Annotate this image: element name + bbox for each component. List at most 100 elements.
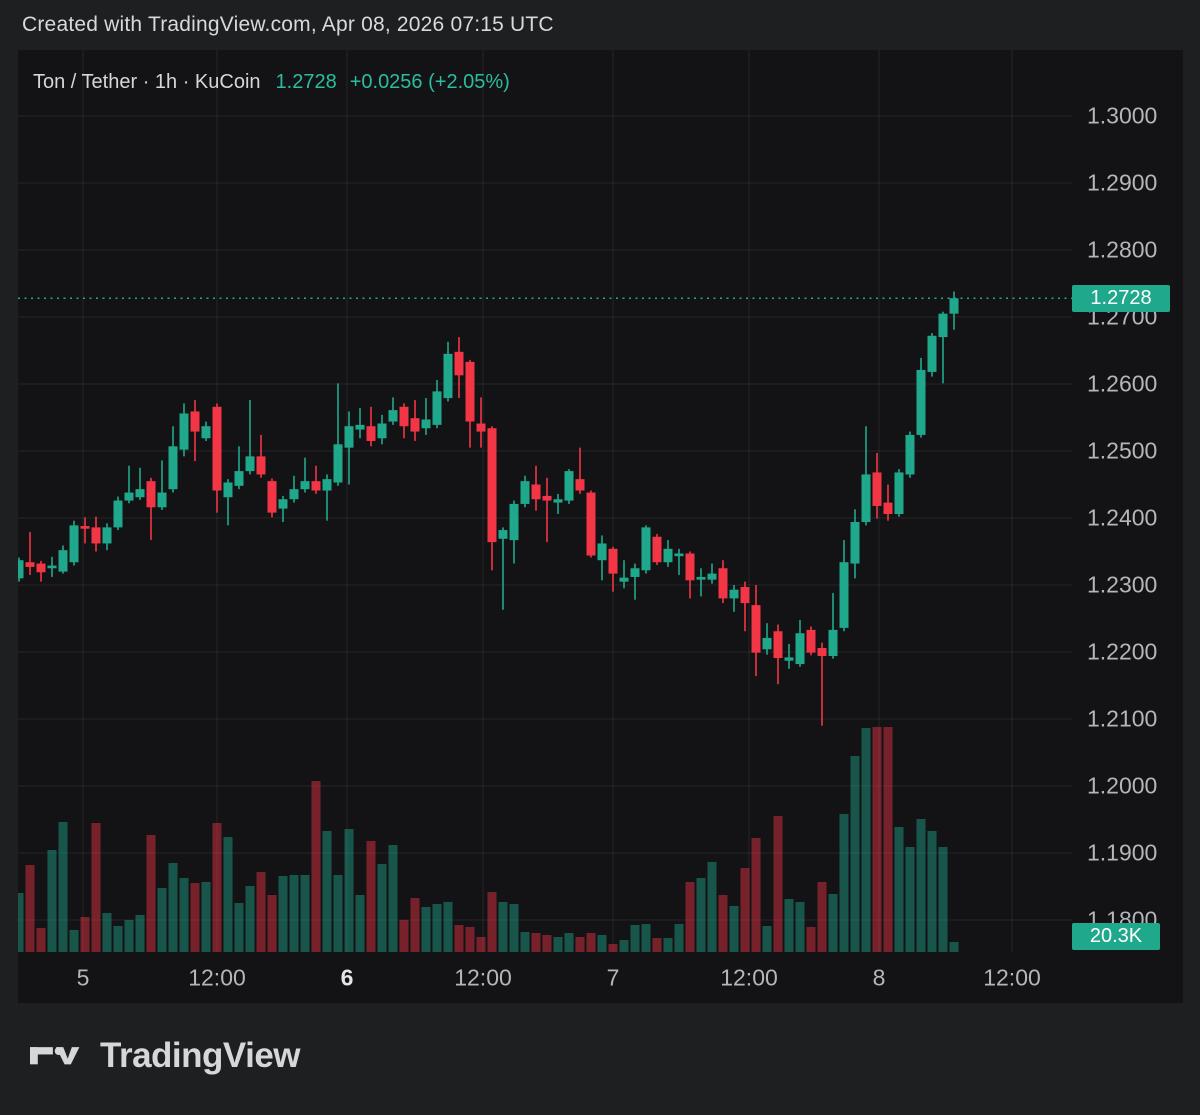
candle-body (476, 423, 486, 432)
chart-widget: Ton / Tether · 1h · KuCoin 1.2728 +0.025… (18, 50, 1183, 1003)
price-tick-label: 1.1900 (1087, 839, 1158, 866)
price-tick-label: 1.2200 (1087, 638, 1158, 665)
candle-body (36, 563, 46, 573)
volume-bar (652, 938, 662, 952)
volume-bar (553, 937, 563, 952)
candle-body (905, 434, 915, 475)
candle-wick (942, 311, 944, 384)
volume-bar (861, 728, 871, 952)
candle-body (630, 568, 640, 577)
volume-bar (949, 942, 959, 952)
time-tick-label: 5 (76, 964, 90, 990)
candle-body (69, 525, 79, 563)
candle-body (784, 657, 794, 661)
candle-wick (678, 548, 680, 575)
candle-body (872, 472, 882, 506)
candle-body (399, 406, 409, 427)
candle-body (278, 499, 288, 509)
volume-bar (388, 845, 398, 952)
volume-bar (113, 926, 123, 952)
tradingview-logo[interactable]: TradingView (30, 1036, 301, 1076)
candle-body (322, 479, 332, 491)
candle-body (751, 605, 761, 653)
candle-body (410, 418, 420, 432)
time-tick-label: 12:00 (454, 964, 512, 990)
volume-bar (91, 823, 101, 952)
volume-bar (432, 904, 442, 952)
volume-bar (564, 933, 574, 952)
time-tick-label: 6 (340, 964, 354, 990)
candle-body (454, 351, 464, 376)
candle-body (938, 313, 948, 338)
candle-body (234, 471, 244, 486)
volume-bar (586, 933, 596, 952)
candle-body (861, 474, 871, 523)
volume-bar (223, 837, 233, 952)
candle-body (201, 426, 211, 439)
candle-body (355, 424, 365, 430)
candle-wick (150, 477, 152, 541)
candle-body (388, 410, 398, 422)
candle-wick (337, 383, 339, 486)
time-tick-label: 8 (872, 964, 886, 990)
volume-bar (663, 938, 673, 952)
candle-wick (161, 460, 163, 510)
legend[interactable]: Ton / Tether · 1h · KuCoin 1.2728 +0.025… (33, 71, 510, 94)
volume-bar (102, 913, 112, 952)
time-tick-label: 12:00 (720, 964, 778, 990)
candle-body (91, 527, 101, 544)
volume-bar (751, 838, 761, 952)
candle-body (113, 500, 123, 528)
candle-body (707, 573, 717, 580)
volume-bar (608, 944, 618, 952)
volume-bar (322, 831, 332, 952)
legend-symbol[interactable]: Ton / Tether · 1h · KuCoin (33, 71, 261, 93)
candle-body (927, 335, 937, 372)
volume-bar (311, 781, 321, 952)
candle-body (146, 481, 156, 508)
candle-wick (788, 643, 790, 669)
legend-last-price: 1.2728 (275, 71, 337, 93)
candle-body (421, 419, 431, 429)
volume-bar (454, 925, 464, 952)
last-price-badge: 1.2728 (1072, 284, 1170, 312)
volume-bar (619, 940, 629, 952)
candle-body (47, 565, 57, 569)
candle-wick (744, 581, 746, 632)
volume-bar (498, 902, 508, 952)
candle-wick (304, 457, 306, 493)
volume-bar (740, 868, 750, 952)
volume-bar (399, 920, 409, 952)
candle-wick (480, 397, 482, 448)
candle-body (300, 481, 310, 490)
candle-body (25, 562, 35, 567)
volume-bar (47, 850, 57, 952)
candle-body (949, 298, 959, 314)
candle-wick (425, 398, 427, 435)
candle-body (102, 527, 112, 544)
volume-bar (630, 925, 640, 952)
price-axis[interactable]: 1.2728 20.3K 1.3000 1.2900 1.2800 1.2700 1.2… (1072, 50, 1183, 952)
volume-bar (894, 827, 904, 952)
volume-bar (80, 917, 90, 952)
volume-bar (289, 875, 299, 952)
candle-body (179, 413, 189, 450)
candle-body (773, 631, 783, 659)
candle-body (850, 522, 860, 564)
volume-bar (597, 935, 607, 952)
candle-body (135, 489, 145, 498)
volume-badge: 20.3K (1072, 923, 1160, 950)
candle-wick (227, 479, 229, 526)
volume-bar (168, 863, 178, 952)
price-chart-pane[interactable] (18, 50, 1072, 952)
price-tick-label: 1.2600 (1087, 370, 1158, 397)
candle-body (256, 456, 266, 475)
price-tick-label: 1.2300 (1087, 571, 1158, 598)
candle-body (18, 560, 24, 579)
volume-bar (212, 823, 222, 952)
candle-body (542, 495, 552, 501)
time-axis[interactable]: 5 12:00 6 12:00 7 12:00 8 12:00 (18, 952, 1072, 1003)
candle-body (245, 456, 255, 472)
volume-bar (69, 930, 79, 952)
volume-bar (762, 926, 772, 952)
